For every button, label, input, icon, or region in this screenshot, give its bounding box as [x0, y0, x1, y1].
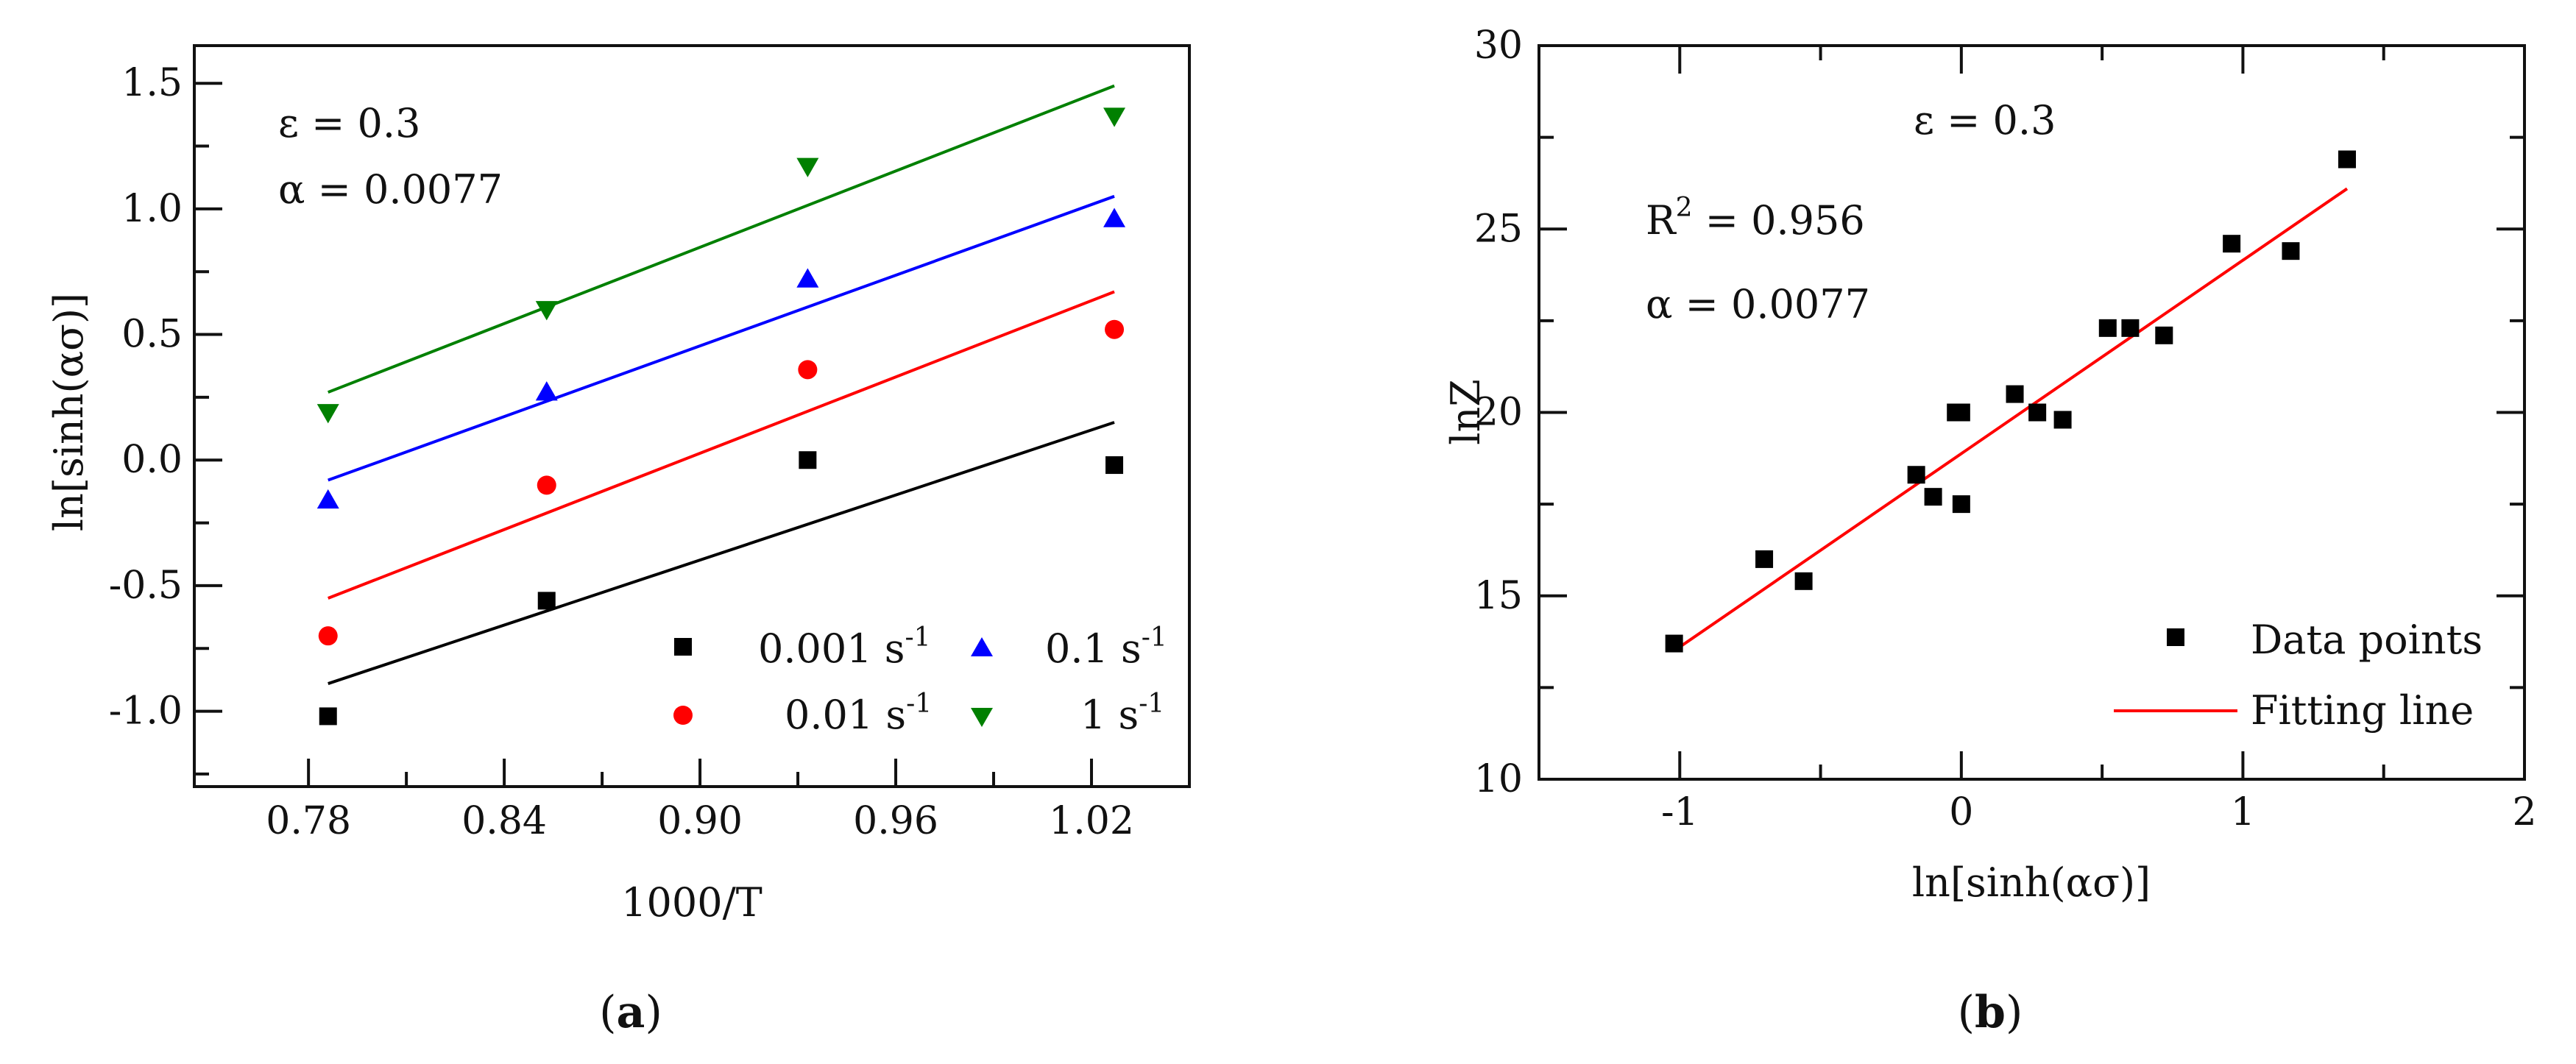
data-point-series-1 — [537, 475, 556, 495]
data-point-series-1 — [318, 626, 338, 646]
panel-b-x-ticks: -1 0 1 2 — [1538, 46, 2537, 834]
panel-b-strain-annotation: ε = 0.3 — [1914, 97, 2056, 143]
panel-b-alpha-annotation: α = 0.0077 — [1646, 281, 1870, 327]
data-point-series-3 — [316, 404, 339, 424]
panel-b-data-points — [1665, 150, 2356, 653]
panel-a-legend: 0.001 s-1 0.01 s-1 0.1 s-1 1 s-1 — [673, 623, 1167, 738]
legend-label-001: 0.01 s-1 — [785, 689, 932, 738]
x-tick-label: 0.78 — [266, 799, 351, 843]
panel-b-x-axis-title: ln[sinh(ασ)] — [1912, 859, 2151, 906]
data-point-series-3 — [796, 157, 819, 177]
data-point — [1924, 488, 1942, 506]
panel-a-fit-lines — [328, 84, 1115, 685]
x-tick-label: 0.84 — [461, 799, 547, 843]
data-point — [1794, 572, 1813, 590]
y-tick-label: 1.5 — [121, 61, 183, 105]
data-point — [1952, 495, 1970, 514]
panel-a-x-ticks: 0.78 0.84 0.90 0.96 1.02 — [266, 759, 1134, 843]
y-tick-label: 15 — [1474, 574, 1523, 618]
panel-b-y-ticks: 10 15 20 25 30 — [1474, 24, 2524, 801]
y-tick-label: 30 — [1474, 24, 1523, 68]
panel-a-y-ticks: -1.0 -0.5 0.0 0.5 1.0 1.5 — [109, 61, 222, 776]
data-point-series-2 — [316, 489, 339, 509]
x-tick-label: 0.90 — [657, 799, 743, 843]
x-tick-label: 0.96 — [853, 799, 938, 843]
data-point-series-0 — [799, 451, 817, 469]
legend-entry-data-points: Data points — [2167, 617, 2483, 663]
y-tick-label: 1.0 — [121, 187, 183, 231]
legend-label-fitting-line: Fitting line — [2251, 687, 2474, 734]
data-point — [2338, 150, 2356, 169]
legend-entry-1: 1 s-1 — [971, 689, 1164, 738]
fit-line-series-3 — [328, 84, 1115, 394]
legend-marker-square — [2167, 628, 2184, 646]
data-point — [2155, 326, 2173, 344]
fit-line-series-0 — [328, 421, 1115, 685]
panel-a-strain-annotation: ε = 0.3 — [278, 100, 420, 146]
fit-line-series-1 — [328, 290, 1115, 600]
y-tick-label: -1.0 — [109, 689, 183, 734]
data-point — [2282, 242, 2300, 260]
x-tick-label: 2 — [2512, 790, 2536, 834]
panel-a-frame — [193, 44, 1191, 788]
panel-a-caption: (a) — [599, 987, 662, 1038]
legend-entry-fitting-line: Fitting line — [2114, 687, 2474, 734]
data-point — [2121, 319, 2140, 337]
data-point-series-0 — [537, 592, 556, 610]
data-point-series-0 — [319, 707, 337, 726]
legend-label-data-points: Data points — [2251, 617, 2483, 663]
y-tick-label: 20 — [1474, 391, 1523, 435]
data-point — [1952, 403, 1970, 422]
panel-b-y-axis-title: lnZ — [1443, 379, 1489, 445]
legend-marker-square — [674, 638, 692, 656]
panel-b: 10 15 20 25 30 -1 0 1 2 ln[sinh(ασ)] lnZ ε = 0.… — [1443, 24, 2537, 1038]
data-point — [2006, 385, 2024, 403]
data-point — [2053, 411, 2072, 429]
panel-b-fit-line — [1673, 187, 2349, 653]
legend-entry-0001: 0.001 s-1 — [674, 623, 931, 672]
data-point-series-3 — [535, 301, 558, 321]
data-point-series-1 — [1105, 319, 1125, 339]
panel-b-r2-annotation: R2 = 0.956 — [1646, 193, 1865, 244]
data-point — [1907, 466, 1925, 484]
data-point — [2223, 235, 2241, 253]
panel-a-y-axis-title: ln[sinh(ασ)] — [46, 293, 92, 531]
data-point — [2028, 403, 2047, 422]
data-point — [2098, 319, 2117, 337]
data-point — [1665, 634, 1683, 653]
panel-b-legend: Data points Fitting line — [2114, 617, 2483, 734]
data-point-series-2 — [535, 381, 558, 401]
x-tick-label: -1 — [1661, 790, 1699, 834]
x-tick-label: 0 — [1949, 790, 1973, 834]
x-tick-label: 1.02 — [1049, 799, 1134, 843]
panel-a: -1.0 -0.5 0.0 0.5 1.0 1.5 0.78 0.84 0.90 0.96 1.0… — [46, 44, 1191, 1038]
panel-a-data-points — [316, 107, 1126, 726]
panel-a-x-axis-title: 1000/T — [621, 879, 762, 926]
y-tick-label: 0.0 — [121, 438, 183, 482]
legend-marker-circle — [673, 706, 693, 725]
panel-a-alpha-annotation: α = 0.0077 — [278, 166, 503, 213]
fit-line-series-2 — [328, 194, 1115, 482]
data-point-series-3 — [1103, 107, 1126, 127]
data-point — [1755, 550, 1774, 568]
legend-label-0001: 0.001 s-1 — [758, 623, 931, 672]
legend-entry-001: 0.01 s-1 — [673, 689, 932, 738]
legend-label-1: 1 s-1 — [1080, 689, 1164, 738]
x-tick-label: 1 — [2231, 790, 2255, 834]
data-point-series-1 — [798, 360, 818, 380]
legend-marker-triangle-down — [971, 708, 993, 727]
panel-b-caption: (b) — [1958, 987, 2023, 1038]
legend-marker-triangle-up — [971, 637, 993, 656]
legend-entry-01: 0.1 s-1 — [971, 623, 1167, 672]
data-point-series-2 — [796, 268, 819, 288]
y-tick-label: -0.5 — [109, 564, 183, 608]
fitting-line — [1673, 187, 2349, 653]
data-point-series-0 — [1105, 456, 1124, 475]
data-point-series-2 — [1103, 208, 1126, 227]
y-tick-label: 0.5 — [121, 313, 183, 357]
y-tick-label: 25 — [1474, 207, 1523, 251]
legend-label-01: 0.1 s-1 — [1045, 623, 1167, 672]
y-tick-label: 10 — [1474, 757, 1523, 801]
